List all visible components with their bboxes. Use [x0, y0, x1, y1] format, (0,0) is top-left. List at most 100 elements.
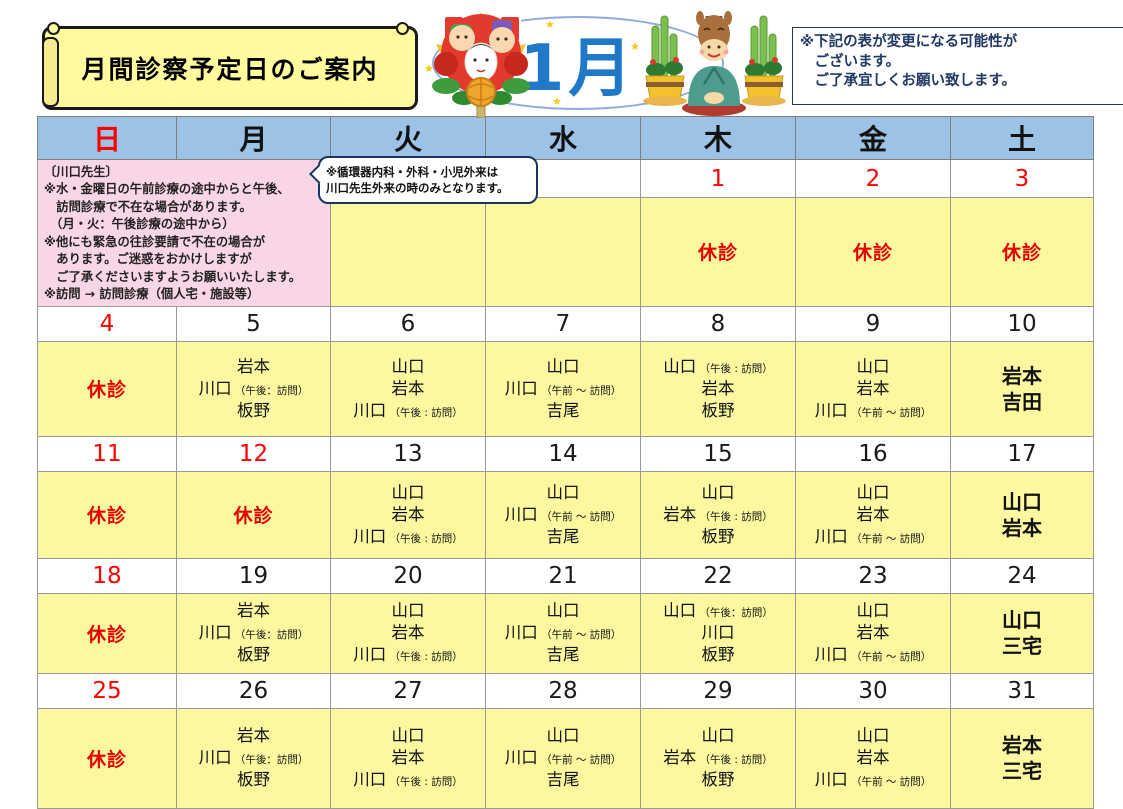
- staff-cell-21: 山口 川口 （午前 ～ 訪問） 吉尾: [485, 592, 641, 674]
- staff-name-line: 岩本: [391, 623, 425, 643]
- date-row: 25 26 27 28 29 30 31: [37, 672, 1094, 709]
- staff-name-line: 岩本: [391, 748, 425, 768]
- pink-note-line: （月・火：午後診療の途中から）: [44, 217, 235, 232]
- weekday-header: 木: [640, 116, 796, 160]
- staff-name-line: 川口 （午前 ～ 訪問）: [814, 770, 932, 789]
- date-9: 9: [795, 305, 951, 342]
- closed-label: 休診: [697, 242, 738, 265]
- sparkle-icon: ★: [630, 40, 640, 53]
- staff-name-line: 板野: [701, 526, 735, 546]
- date-4: 4: [37, 305, 177, 342]
- month-label: 1月: [519, 32, 637, 106]
- closed-label: 休診: [852, 242, 893, 265]
- staff-row: 休診 岩本 川口 （午後：訪問） 板野 山口 岩本 川口 （午後 : 訪問） 山口 川口 （午前…: [37, 340, 1094, 437]
- staff-name-line: 岩本: [1002, 515, 1042, 540]
- pink-note-line: ※訪問 → 訪問診療（個人宅・施設等）: [44, 287, 260, 302]
- staff-name-line: 山口 （午後：訪問）: [663, 601, 773, 621]
- staff-name-line: 岩本: [1002, 363, 1042, 388]
- date-row: 〔川口先生〕 ※水・金曜日の午前診療の途中からと午後、 訪問診療で不在な場合があり…: [37, 158, 1094, 307]
- pink-note-line: あります。ご迷惑をおかけしますが: [44, 252, 252, 267]
- pink-note-line: 訪問診療で不在な場合があります。: [44, 199, 252, 214]
- calendar-table: 日月火水木金土〔川口先生〕 ※水・金曜日の午前診療の途中からと午後、 訪問診療で不…: [37, 116, 1094, 809]
- notice-line: ご了承宜しくお願い致します。: [800, 73, 1017, 90]
- staff-cell-4: 休診: [37, 340, 177, 437]
- staff-name-line: 山口: [1002, 489, 1042, 514]
- calendar-body: 日月火水木金土〔川口先生〕 ※水・金曜日の午前診療の途中からと午後、 訪問診療で不…: [37, 116, 1094, 809]
- staff-name-line: 川口 （午前 ～ 訪問）: [814, 645, 932, 664]
- staff-name-line: 板野: [701, 770, 735, 789]
- date-7: 7: [485, 305, 641, 342]
- staff-name-line: 川口 （午前 ～ 訪問）: [504, 748, 622, 768]
- staff-name-line: 吉尾: [546, 645, 580, 664]
- page-title: 月間診察予定日のご案内: [81, 55, 379, 84]
- staff-name-line: 川口 （午前 ～ 訪問）: [504, 378, 622, 398]
- staff-cell-15: 山口 岩本 （午後 : 訪問） 板野: [640, 470, 796, 559]
- staff-name-line: 岩本: [856, 504, 890, 524]
- date-11: 11: [37, 435, 177, 472]
- date-21: 21: [485, 557, 641, 594]
- sparkle-icon: ★: [424, 62, 434, 75]
- scroll-knob-left: [47, 22, 60, 35]
- staff-cell-30: 山口 岩本 川口 （午前 ～ 訪問）: [795, 707, 951, 809]
- bubble-line: 川口先生外来の時のみとなります。: [326, 181, 509, 195]
- staff-name-line: 吉尾: [546, 400, 580, 420]
- date-24: 24: [950, 557, 1094, 594]
- staff-name-line: 岩本: [237, 601, 270, 621]
- date-row: 18 19 20 21 22 23 24: [37, 557, 1094, 594]
- staff-cell-28: 山口 川口 （午前 ～ 訪問） 吉尾: [485, 707, 641, 809]
- staff-name-line: 川口 （午後：訪問）: [198, 623, 309, 643]
- staff-name-line: 岩本 （午後 : 訪問）: [663, 504, 773, 524]
- kadomatsu-left: [643, 15, 687, 106]
- staff-name-line: 岩本 （午後 : 訪問）: [663, 748, 773, 768]
- staff-name-line: 山口: [701, 726, 735, 746]
- staff-name-line: 川口 （午前 ～ 訪問）: [504, 504, 622, 524]
- staff-name-line: 山口: [391, 726, 425, 746]
- scroll-knob-right: [396, 22, 409, 35]
- date-31: 31: [950, 672, 1094, 709]
- staff-name-line: 山口 （午後 : 訪問）: [663, 356, 773, 376]
- staff-cell-22: 山口 （午後：訪問） 川口 板野: [640, 592, 796, 674]
- staff-name-line: 川口 （午前 ～ 訪問）: [814, 526, 932, 546]
- staff-name-line: 川口 （午後 : 訪問）: [353, 770, 463, 789]
- closed-label: 休診: [86, 748, 127, 771]
- weekday-header-row: 日月火水木金土: [37, 116, 1094, 160]
- staff-name-line: 岩本: [237, 726, 270, 746]
- closed-label: 休診: [86, 623, 127, 646]
- staff-name-line: 川口 （午後：訪問）: [198, 378, 309, 398]
- date-19: 19: [176, 557, 331, 594]
- closed-label: 休診: [86, 379, 127, 402]
- staff-name-line: 山口: [546, 601, 580, 621]
- staff-cell-2: 休診: [795, 197, 951, 307]
- staff-row: 休診 休診 休診: [38, 197, 1094, 307]
- staff-cell-27: 山口 岩本川口 （午後 : 訪問）: [330, 707, 486, 809]
- staff-row: 休診 岩本 川口 （午後：訪問） 板野 山口 岩本 川口 （午後 : 訪問） 山口 川口 （午前…: [37, 707, 1094, 809]
- staff-cell-5: 岩本 川口 （午後：訪問） 板野: [176, 340, 331, 437]
- staff-name-line: 山口: [856, 726, 890, 746]
- staff-name-line: 山口: [546, 726, 580, 746]
- staff-name-line: 三宅: [1002, 634, 1042, 659]
- department-note-bubble: ※循環器内科・外科・小児外来は 川口先生外来の時のみとなります。: [309, 156, 538, 204]
- date-13: 13: [330, 435, 486, 472]
- date-18: 18: [37, 557, 177, 594]
- staff-name-line: 板野: [701, 645, 735, 664]
- staff-name-line: 川口 （午後 : 訪問）: [353, 400, 463, 420]
- staff-name-line: 岩本: [391, 504, 425, 524]
- kadomatsu-right: [742, 15, 786, 106]
- staff-cell-17: 山口 岩本: [950, 470, 1094, 559]
- staff-name-line: 川口 （午後：訪問）: [198, 748, 309, 768]
- sparkle-icon: ★: [545, 18, 555, 31]
- staff-name-line: 川口 （午前 ～ 訪問）: [504, 623, 622, 643]
- closed-label: 休診: [233, 505, 274, 528]
- pink-note-line: ※水・金曜日の午前診療の途中からと午後、: [44, 182, 290, 197]
- date-5: 5: [176, 305, 331, 342]
- weekday-header: 火: [330, 116, 486, 160]
- notice-line: ※下記の表が変更になる可能性が: [800, 34, 1018, 50]
- weekday-header: 土: [950, 116, 1094, 160]
- date-26: 26: [176, 672, 331, 709]
- bowing-horse: [682, 11, 746, 116]
- staff-cell-7: 山口 川口 （午前 ～ 訪問） 吉尾: [485, 340, 641, 437]
- staff-cell-10: 岩本 吉田: [950, 340, 1094, 437]
- kumade-illustration: [432, 12, 530, 118]
- staff-row: 休診 岩本 川口 （午後：訪問） 板野 山口 岩本 川口 （午後 : 訪問） 山口 川口 （午前…: [37, 592, 1094, 674]
- staff-cell-13: 山口 岩本 川口 （午後 : 訪問）: [330, 470, 486, 559]
